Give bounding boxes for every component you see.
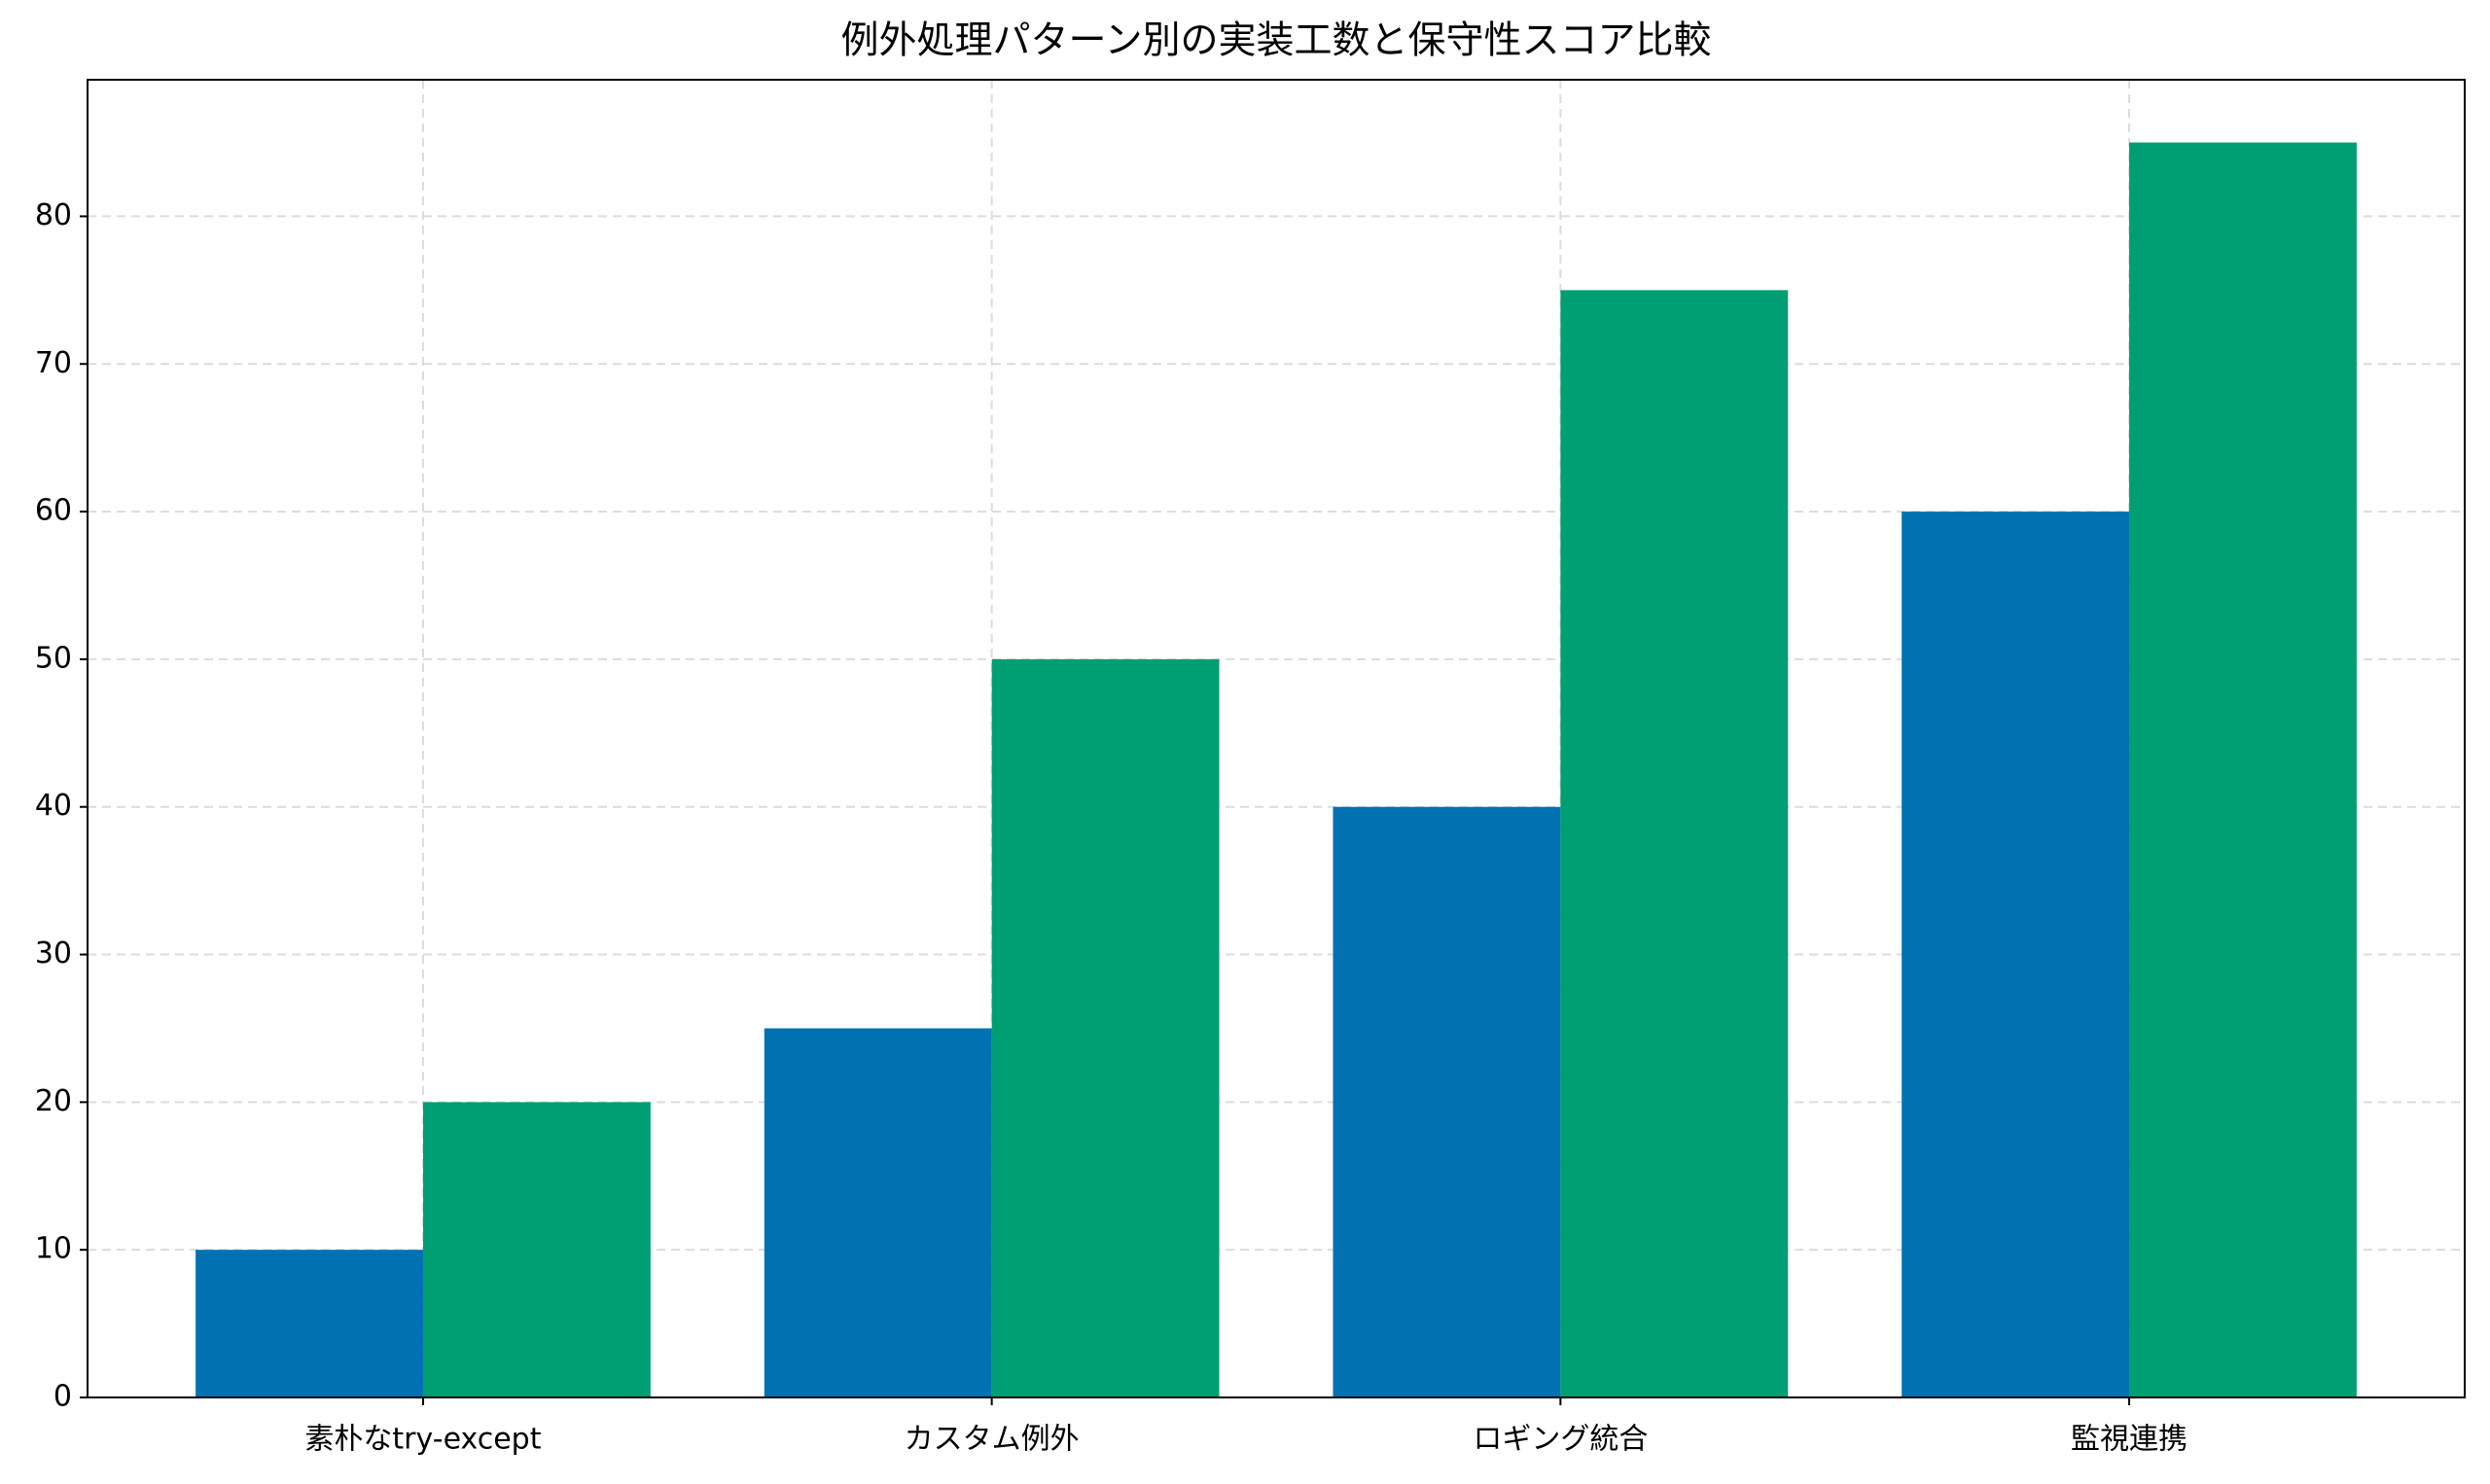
y-tick-label: 60	[35, 494, 72, 528]
y-tick-label: 40	[35, 789, 72, 823]
chart-title: 例外処理パターン別の実装工数と保守性スコア比較	[840, 19, 1711, 63]
y-tick-label: 30	[35, 936, 72, 971]
bar	[196, 1250, 423, 1397]
bar	[422, 1102, 651, 1397]
y-tick-label: 50	[35, 641, 72, 675]
bar	[991, 658, 1220, 1397]
plot-frame	[87, 79, 2466, 1398]
x-tick-label: カスタム例外	[905, 1423, 1080, 1457]
y-tick-label: 20	[35, 1084, 72, 1118]
y-tick-label: 0	[53, 1380, 72, 1414]
bar	[764, 1028, 992, 1397]
y-tick-label: 10	[35, 1232, 72, 1266]
y-tick-label: 70	[35, 346, 72, 380]
bar	[1902, 512, 2130, 1397]
bar	[1560, 290, 1789, 1398]
bar	[2129, 142, 2357, 1397]
bar	[1333, 806, 1561, 1397]
x-tick-label: 監視連携	[2071, 1423, 2188, 1457]
x-tick-label: ロギング統合	[1473, 1423, 1648, 1457]
y-tick-label: 80	[35, 198, 72, 232]
x-tick-label: 素朴なtry-except	[304, 1423, 541, 1457]
